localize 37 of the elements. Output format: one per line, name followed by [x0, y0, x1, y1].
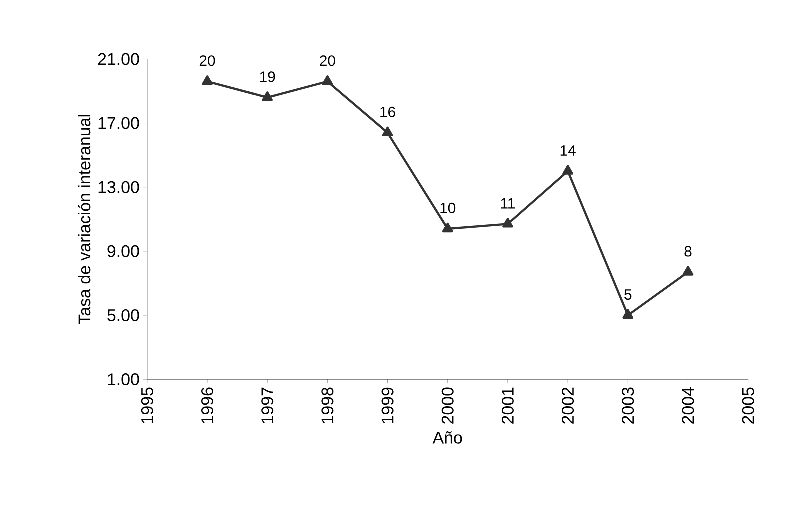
x-tick-label: 1998 — [322, 388, 334, 424]
point — [202, 76, 213, 86]
data-label: 20 — [200, 56, 216, 66]
point — [322, 76, 334, 86]
y-tick-label: 9.00 — [108, 245, 140, 258]
x-tick-label: 2002 — [562, 388, 574, 424]
x-tick-label: 1996 — [202, 388, 214, 424]
x-tick-label: 1995 — [141, 388, 154, 424]
x-tick-label: 2005 — [742, 388, 754, 424]
y-tick-label: 1.00 — [108, 374, 140, 386]
x-tick-label: 2003 — [622, 388, 634, 424]
data-label: 5 — [624, 290, 632, 300]
data-label: 14 — [560, 146, 576, 156]
point — [622, 309, 634, 320]
data-label: 10 — [440, 202, 456, 214]
y-tick-label: 21.00 — [98, 53, 140, 66]
data-label: 8 — [684, 246, 692, 257]
x-tick-label: 2000 — [442, 388, 454, 424]
y-axis-title: Tasa de variación interanual — [78, 115, 91, 324]
point — [562, 165, 574, 175]
x-tick-label: 1997 — [262, 388, 274, 424]
data-label: 19 — [260, 72, 276, 82]
x-tick-label: 2004 — [682, 388, 694, 424]
point — [442, 222, 454, 233]
data-label: 20 — [320, 56, 336, 66]
point — [382, 126, 394, 137]
point — [682, 266, 694, 276]
y-tick-label: 13.00 — [98, 181, 140, 194]
point — [502, 218, 514, 228]
data-label: 16 — [380, 106, 396, 118]
point — [262, 92, 273, 102]
y-tick-label: 17.00 — [98, 117, 140, 130]
y-tick-label: 5.00 — [108, 310, 140, 322]
data-label: 11 — [501, 198, 515, 209]
x-tick-label: 1999 — [382, 388, 394, 424]
x-tick-label: 2001 — [502, 388, 514, 424]
x-axis-title: Año — [432, 432, 462, 444]
